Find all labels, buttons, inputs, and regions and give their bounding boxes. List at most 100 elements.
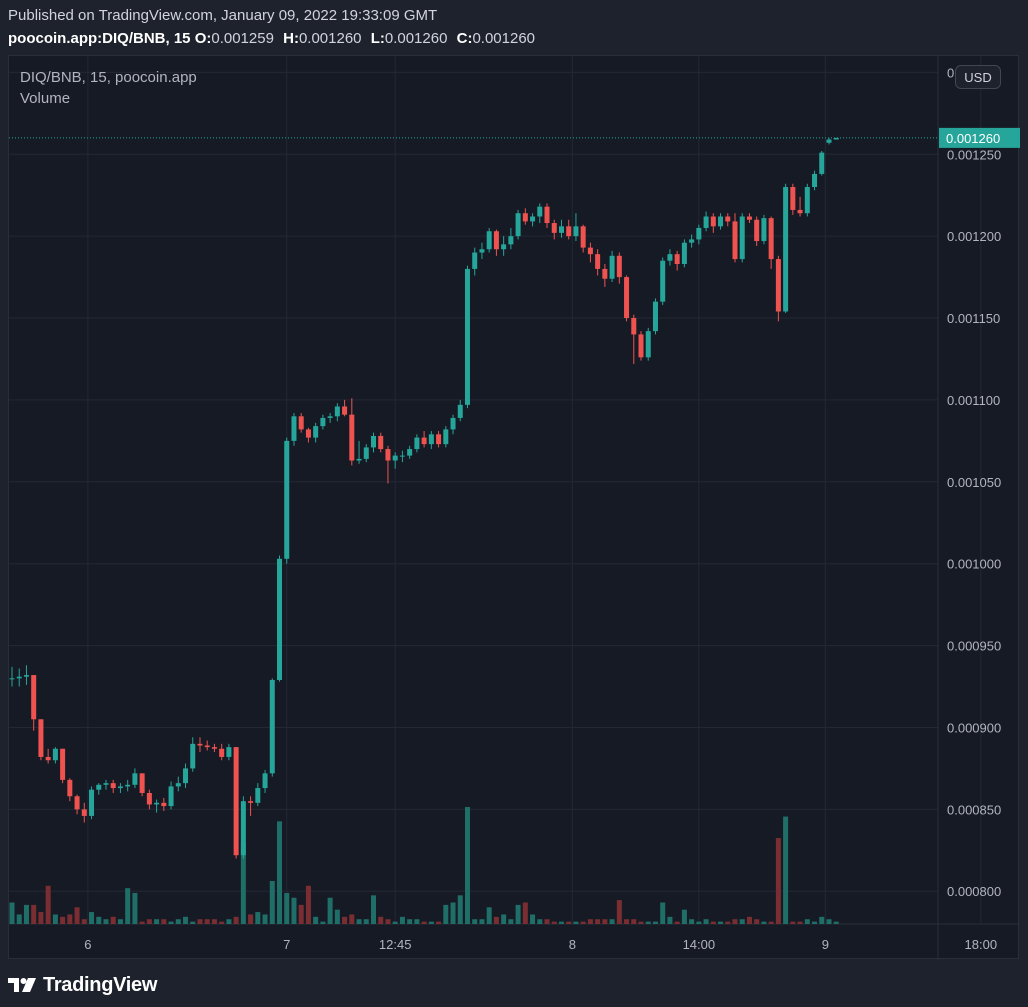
volume-bar	[219, 921, 225, 924]
y-axis-tick-label: 0.000850	[947, 802, 1001, 817]
candle-body	[407, 449, 413, 456]
candle-body	[515, 213, 521, 237]
candle-body	[175, 783, 181, 787]
candle-body	[23, 675, 29, 677]
candle-body	[486, 231, 492, 250]
volume-bar	[204, 919, 210, 924]
brand-name: TradingView	[43, 973, 158, 996]
volume-bar	[392, 921, 398, 924]
candle-body	[125, 784, 131, 787]
volume-bar	[681, 909, 687, 924]
volume-bar	[60, 916, 66, 924]
y-axis-tick-label: 0.000950	[947, 639, 1001, 654]
volume-bar	[89, 912, 95, 924]
candle-body	[833, 137, 839, 140]
candle-body	[399, 455, 405, 457]
candle-body	[667, 254, 673, 261]
candle-body	[725, 216, 731, 222]
candle-body	[703, 216, 709, 228]
volume-bar	[190, 921, 196, 924]
volume-bar	[269, 881, 275, 924]
volume-bar	[624, 919, 630, 924]
candle-body	[81, 809, 87, 816]
candle-body	[204, 745, 210, 748]
candle-body	[595, 254, 601, 269]
candle-body	[797, 209, 803, 214]
candle-body	[349, 414, 355, 461]
volume-bar	[378, 916, 384, 924]
candle-body	[371, 435, 376, 448]
volume-bar	[551, 921, 557, 924]
candle-body	[363, 447, 369, 459]
candle-body	[783, 187, 789, 312]
candle-body	[681, 242, 687, 264]
candle-body	[154, 802, 160, 805]
candle-body	[718, 216, 724, 227]
candle-body	[602, 268, 608, 279]
volume-bar	[168, 921, 174, 924]
x-axis-tick-label: 6	[84, 937, 91, 952]
tradingview-logo[interactable]: TradingView	[8, 971, 157, 999]
candle-body	[74, 796, 80, 810]
y-axis-tick-label: 0.001250	[947, 147, 1001, 162]
x-axis-tick-label: 8	[569, 937, 576, 952]
candle-body	[616, 255, 622, 278]
volume-bar	[703, 919, 709, 924]
candle-body	[421, 437, 427, 445]
volume-bar	[183, 916, 189, 924]
candle-body	[342, 406, 348, 415]
volume-bar	[674, 921, 680, 924]
volume-bar	[125, 888, 131, 924]
candle-body	[31, 675, 37, 720]
candle-body	[710, 216, 716, 227]
y-axis-tick-label: 0.001200	[947, 229, 1001, 244]
y-axis-tick-label: 0.000900	[947, 720, 1001, 735]
candle-body	[219, 748, 225, 757]
volume-bar	[74, 907, 80, 924]
candle-body	[60, 748, 66, 780]
candle-body	[775, 259, 781, 312]
candle-body	[812, 173, 818, 188]
close-value: 0.001260	[472, 30, 536, 47]
volume-bar	[117, 919, 123, 924]
candle-body	[573, 226, 579, 237]
volume-bar	[566, 921, 572, 924]
y-axis-tick-label: 0.000800	[947, 884, 1001, 899]
legend-volume: Volume	[20, 90, 71, 107]
candle-body	[298, 416, 304, 430]
volume-bar	[240, 842, 246, 924]
candle-body	[754, 219, 760, 242]
volume-bar	[660, 902, 666, 924]
candle-body	[652, 301, 658, 332]
volume-bar	[609, 919, 615, 924]
candle-body	[689, 239, 695, 243]
y-axis-tick-label: 0.001150	[947, 311, 1000, 326]
low-label: L:	[370, 30, 385, 47]
volume-bar	[9, 902, 15, 924]
ohlc-info: poocoin.app:DIQ/BNB, 15 O:0.001259 H:0.0…	[8, 30, 540, 47]
volume-bar	[595, 919, 601, 924]
candlestick-chart[interactable]: 0.0012600.0013000.0012500.0012000.001150…	[9, 56, 1020, 960]
volume-bar	[522, 902, 528, 924]
candle-body	[436, 434, 442, 445]
x-axis-tick-label: 18:00	[965, 937, 998, 952]
candle-body	[472, 252, 478, 269]
volume-bar	[363, 919, 369, 924]
chart-frame[interactable]: 0.0012600.0013000.0012500.0012000.001150…	[8, 55, 1020, 960]
volume-bar	[457, 895, 463, 924]
candle-body	[450, 417, 456, 430]
volume-bar	[421, 921, 427, 924]
candle-body	[183, 768, 189, 784]
volume-bar	[515, 904, 521, 924]
volume-bar	[508, 919, 514, 924]
currency-button[interactable]: USD	[955, 65, 1001, 89]
volume-bar	[616, 900, 622, 924]
candle-body	[566, 226, 572, 237]
volume-bar	[464, 807, 470, 924]
candle-body	[313, 426, 319, 438]
volume-bar	[826, 919, 832, 924]
volume-bar	[486, 907, 492, 924]
candle-body	[197, 743, 203, 746]
volume-bar	[479, 919, 485, 924]
volume-bar	[96, 916, 102, 924]
